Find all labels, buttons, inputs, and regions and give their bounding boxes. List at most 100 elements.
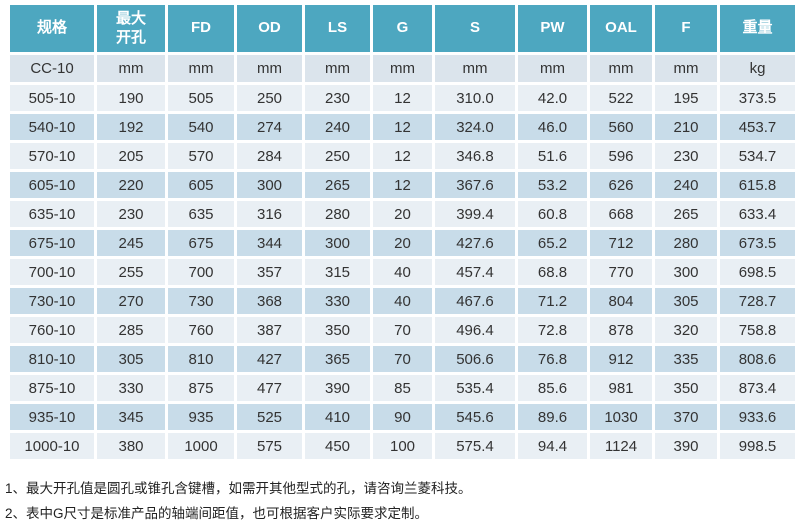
value-cell-od: 250: [237, 85, 302, 111]
value-cell-max-bore: 380: [97, 433, 165, 459]
value-cell-fd: 700: [168, 259, 234, 285]
value-cell-pw: 51.6: [518, 143, 587, 169]
value-cell-oal: 878: [590, 317, 652, 343]
value-cell-oal: 712: [590, 230, 652, 256]
value-cell-f: 195: [655, 85, 717, 111]
value-cell-weight: 758.8: [720, 317, 795, 343]
value-cell-pw: 53.2: [518, 172, 587, 198]
value-cell-weight: 373.5: [720, 85, 795, 111]
footnote-2: 2、表中G尺寸是标准产品的轴端间距值，也可根据客户实际要求定制。: [5, 506, 429, 521]
value-cell-od: 575: [237, 433, 302, 459]
value-cell-fd: 935: [168, 404, 234, 430]
column-header-g: G: [373, 5, 432, 52]
value-cell-ls: 450: [305, 433, 370, 459]
value-cell-od: 284: [237, 143, 302, 169]
value-cell-od: 344: [237, 230, 302, 256]
value-cell-weight: 453.7: [720, 114, 795, 140]
value-cell-f: mm: [655, 55, 717, 82]
spec-cell: 810-10: [10, 346, 94, 372]
value-cell-od: 387: [237, 317, 302, 343]
value-cell-f: 240: [655, 172, 717, 198]
value-cell-max-bore: 345: [97, 404, 165, 430]
value-cell-oal: 804: [590, 288, 652, 314]
value-cell-max-bore: 245: [97, 230, 165, 256]
value-cell-oal: 1124: [590, 433, 652, 459]
value-cell-fd: 1000: [168, 433, 234, 459]
value-cell-f: 265: [655, 201, 717, 227]
value-cell-oal: 626: [590, 172, 652, 198]
value-cell-s: 457.4: [435, 259, 515, 285]
value-cell-oal: 912: [590, 346, 652, 372]
value-cell-od: 477: [237, 375, 302, 401]
column-header-spec: 规格: [10, 5, 94, 52]
column-header-ls: LS: [305, 5, 370, 52]
value-cell-pw: 71.2: [518, 288, 587, 314]
value-cell-fd: 570: [168, 143, 234, 169]
spec-cell: 505-10: [10, 85, 94, 111]
value-cell-ls: 365: [305, 346, 370, 372]
table-row: 675-10 245 675 344 300 20 427.6 65.2 712 280 673.5: [10, 230, 795, 256]
table-row: 700-10 255 700 357 315 40 457.4 68.8 770 300 698.5: [10, 259, 795, 285]
value-cell-pw: 72.8: [518, 317, 587, 343]
value-cell-s: 346.8: [435, 143, 515, 169]
value-cell-pw: 89.6: [518, 404, 587, 430]
value-cell-g: 12: [373, 172, 432, 198]
value-cell-fd: 675: [168, 230, 234, 256]
value-cell-g: 85: [373, 375, 432, 401]
units-row: CC-10 mm mm mm mm mm mm mm mm mm kg: [10, 55, 795, 82]
table-row: 605-10 220 605 300 265 12 367.6 53.2 626 240 615.8: [10, 172, 795, 198]
value-cell-f: 390: [655, 433, 717, 459]
value-cell-od: 274: [237, 114, 302, 140]
value-cell-od: 427: [237, 346, 302, 372]
value-cell-pw: 85.6: [518, 375, 587, 401]
column-header-max-bore: 最大 开孔: [97, 5, 165, 52]
value-cell-f: 280: [655, 230, 717, 256]
value-cell-ls: 280: [305, 201, 370, 227]
value-cell-ls: mm: [305, 55, 370, 82]
value-cell-max-bore: 190: [97, 85, 165, 111]
value-cell-weight: kg: [720, 55, 795, 82]
spec-cell: 570-10: [10, 143, 94, 169]
value-cell-od: 368: [237, 288, 302, 314]
value-cell-oal: 522: [590, 85, 652, 111]
footnotes: 1、最大开孔值是圆孔或锥孔含键槽，如需开其他型式的孔，请咨询兰菱科技。 2、表中…: [5, 476, 807, 521]
spec-cell: 1000-10: [10, 433, 94, 459]
value-cell-ls: 390: [305, 375, 370, 401]
value-cell-weight: 933.6: [720, 404, 795, 430]
value-cell-g: 12: [373, 143, 432, 169]
value-cell-weight: 873.4: [720, 375, 795, 401]
spec-cell: 875-10: [10, 375, 94, 401]
value-cell-fd: 540: [168, 114, 234, 140]
value-cell-f: 230: [655, 143, 717, 169]
value-cell-f: 370: [655, 404, 717, 430]
value-cell-pw: 94.4: [518, 433, 587, 459]
value-cell-g: 12: [373, 85, 432, 111]
value-cell-weight: 808.6: [720, 346, 795, 372]
value-cell-s: 496.4: [435, 317, 515, 343]
value-cell-g: 100: [373, 433, 432, 459]
table-row: 730-10 270 730 368 330 40 467.6 71.2 804 305 728.7: [10, 288, 795, 314]
value-cell-pw: 60.8: [518, 201, 587, 227]
value-cell-f: 350: [655, 375, 717, 401]
value-cell-f: 210: [655, 114, 717, 140]
value-cell-g: 70: [373, 317, 432, 343]
value-cell-oal: 560: [590, 114, 652, 140]
table-row: 505-10 190 505 250 230 12 310.0 42.0 522 195 373.5: [10, 85, 795, 111]
value-cell-fd: 730: [168, 288, 234, 314]
value-cell-weight: 673.5: [720, 230, 795, 256]
value-cell-ls: 230: [305, 85, 370, 111]
value-cell-weight: 534.7: [720, 143, 795, 169]
value-cell-f: 300: [655, 259, 717, 285]
value-cell-fd: 635: [168, 201, 234, 227]
value-cell-weight: 615.8: [720, 172, 795, 198]
value-cell-od: 316: [237, 201, 302, 227]
value-cell-pw: 46.0: [518, 114, 587, 140]
value-cell-max-bore: 230: [97, 201, 165, 227]
value-cell-ls: 350: [305, 317, 370, 343]
table-row: 875-10 330 875 477 390 85 535.4 85.6 981 350 873.4: [10, 375, 795, 401]
value-cell-s: 506.6: [435, 346, 515, 372]
spec-cell: CC-10: [10, 55, 94, 82]
value-cell-max-bore: 270: [97, 288, 165, 314]
value-cell-max-bore: 220: [97, 172, 165, 198]
